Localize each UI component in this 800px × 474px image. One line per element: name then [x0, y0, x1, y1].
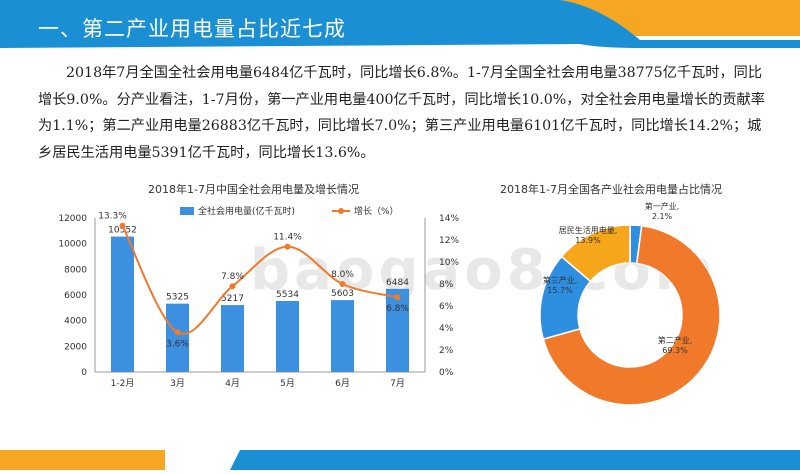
summary-paragraph: 2018年7月全国全社会用电量6484亿千瓦时，同比增长6.8%。1-7月全国全… [38, 65, 765, 161]
y2-tick-label: 0% [439, 368, 454, 378]
y2-tick-label: 8% [439, 280, 454, 290]
growth-value-label: 13.3% [98, 212, 127, 222]
bar-value-label: 10552 [108, 226, 137, 236]
growth-value-label: 7.8% [221, 272, 244, 282]
y-tick-label: 8000 [64, 265, 87, 275]
y2-tick-label: 12% [439, 236, 459, 246]
bar [330, 300, 355, 372]
pie-chart-title: 2018年1-7月全国各产业社会用电量占比情况 [500, 183, 722, 196]
header-blue-band [0, 0, 800, 48]
bar [220, 305, 245, 372]
legend-bar-label: 全社会用电量(亿千瓦时) [198, 205, 295, 217]
footer-orange-block [0, 450, 165, 470]
page-title: 一、第二产业用电量占比近七成 [38, 17, 346, 41]
y-tick-label: 0 [81, 368, 87, 378]
bar-value-label: 5217 [221, 294, 244, 304]
y2-tick-label: 10% [439, 258, 459, 268]
y2-tick-label: 6% [439, 302, 454, 312]
slice-pct-label: 69.3% [662, 346, 688, 355]
slice-pct-label: 2.1% [652, 212, 673, 221]
y-tick-label: 12000 [58, 214, 87, 224]
slice-name-label: 第三产业, [543, 275, 578, 285]
bar-line-chart: 0 2000 4000 6000 8000 10000 12000 0% 2% 4% 6% 8% 10%… [58, 205, 459, 389]
bar [110, 236, 135, 372]
y-tick-label: 2000 [64, 342, 87, 352]
growth-value-label: 8.0% [331, 270, 354, 280]
header-banner: 一、第二产业用电量占比近七成 [0, 0, 800, 52]
y2-tick-label: 2% [439, 346, 454, 356]
footer-blue-block [230, 450, 800, 470]
growth-line [121, 225, 398, 335]
slice-pct-label: 15.7% [547, 286, 573, 295]
y-tick-label: 10000 [58, 240, 87, 250]
growth-value-label: 11.4% [273, 233, 302, 243]
legend-line-label: 增长（%） [354, 205, 399, 217]
y-tick-label: 4000 [64, 317, 87, 327]
donut-chart: 第一产业,2.1% 第二产业,69.3% 第三产业,15.7% 居民生活用电量,13.… [539, 201, 721, 406]
x-tick-label: 6月 [335, 378, 350, 389]
slice-name-label: 居民生活用电量, [559, 225, 618, 235]
growth-point [174, 329, 181, 336]
y2-tick-label: 4% [439, 324, 454, 334]
x-tick-label: 1-2月 [111, 378, 135, 389]
x-tick-label: 5月 [280, 378, 295, 389]
slice-name-label: 第一产业, [645, 201, 680, 211]
bar-chart-title: 2018年1-7月中国全社会用电量及增长情况 [148, 183, 359, 196]
slice-pct-label: 13.9% [575, 236, 601, 245]
header-shape [0, 0, 800, 48]
legend-bar-swatch [180, 207, 194, 215]
bar-value-label: 6484 [386, 278, 409, 288]
legend-line-marker [338, 208, 344, 214]
bar [385, 288, 410, 372]
growth-point [119, 222, 126, 229]
growth-point [284, 243, 291, 250]
growth-point [229, 283, 236, 290]
growth-value-label: 3.6% [166, 339, 189, 349]
x-tick-label: 7月 [390, 378, 405, 389]
growth-point [339, 281, 346, 287]
bar-value-label: 5325 [166, 293, 189, 303]
growth-point [394, 294, 401, 301]
x-tick-label: 4月 [225, 378, 240, 389]
y2-tick-label: 14% [439, 214, 459, 224]
growth-value-label: 6.8% [386, 304, 409, 314]
x-tick-label: 3月 [170, 378, 185, 389]
bar-value-label: 5534 [276, 290, 299, 300]
donut-slice [542, 224, 721, 406]
bar-value-label: 5603 [331, 289, 354, 299]
footer-bar [0, 450, 800, 470]
bar [165, 303, 190, 372]
y-tick-label: 6000 [64, 291, 87, 301]
bar [275, 300, 300, 372]
slice-name-label: 第二产业, [658, 335, 693, 345]
donut-slice [560, 224, 631, 283]
